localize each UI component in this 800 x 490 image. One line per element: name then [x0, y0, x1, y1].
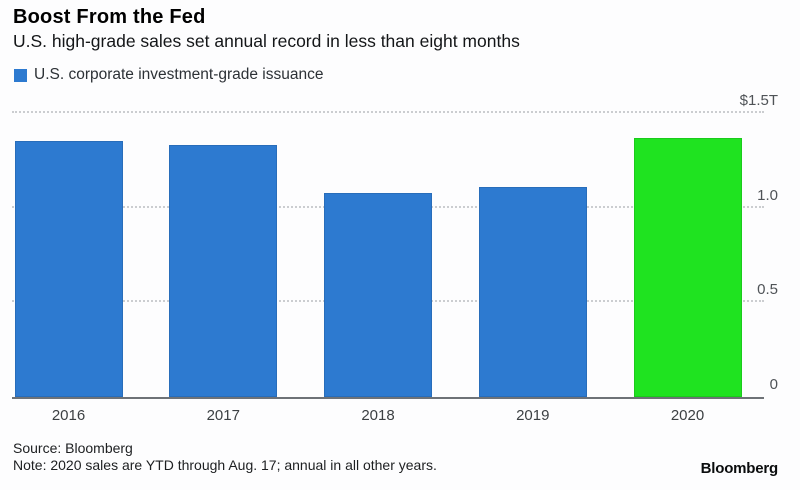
chart-title: Boost From the Fed: [13, 6, 206, 28]
note-text: Note: 2020 sales are YTD through Aug. 17…: [13, 457, 437, 473]
x-axis-label: 2017: [206, 407, 240, 424]
x-axis-label: 2016: [51, 407, 86, 424]
bar: [169, 145, 278, 397]
bloomberg-logo: Bloomberg: [700, 460, 779, 477]
y-tick-label: 1.0: [757, 186, 778, 204]
bar: [633, 137, 742, 397]
legend-label: U.S. corporate investment-grade issuance: [34, 66, 324, 83]
y-tick-label: 0: [769, 376, 778, 393]
x-axis-label: 2019: [516, 407, 550, 424]
x-axis-label: 2018: [361, 407, 395, 424]
chart-subtitle: U.S. high-grade sales set annual record …: [13, 31, 520, 51]
x-axis-label: 2020: [670, 407, 705, 424]
legend-swatch-icon: [14, 68, 27, 82]
gridline: [12, 111, 764, 113]
bar: [478, 186, 587, 397]
bar: [14, 141, 123, 397]
bar-chart-plot: 0 0.5 1.0 $1.5T 2016 2017 2018 2019 2020: [12, 90, 778, 424]
y-tick-label: 0.5: [757, 281, 778, 299]
legend: U.S. corporate investment-grade issuance: [14, 66, 323, 84]
y-tick-label: $1.5T: [739, 92, 778, 109]
source-text: Source: Bloomberg: [13, 440, 133, 456]
bar: [324, 192, 432, 397]
